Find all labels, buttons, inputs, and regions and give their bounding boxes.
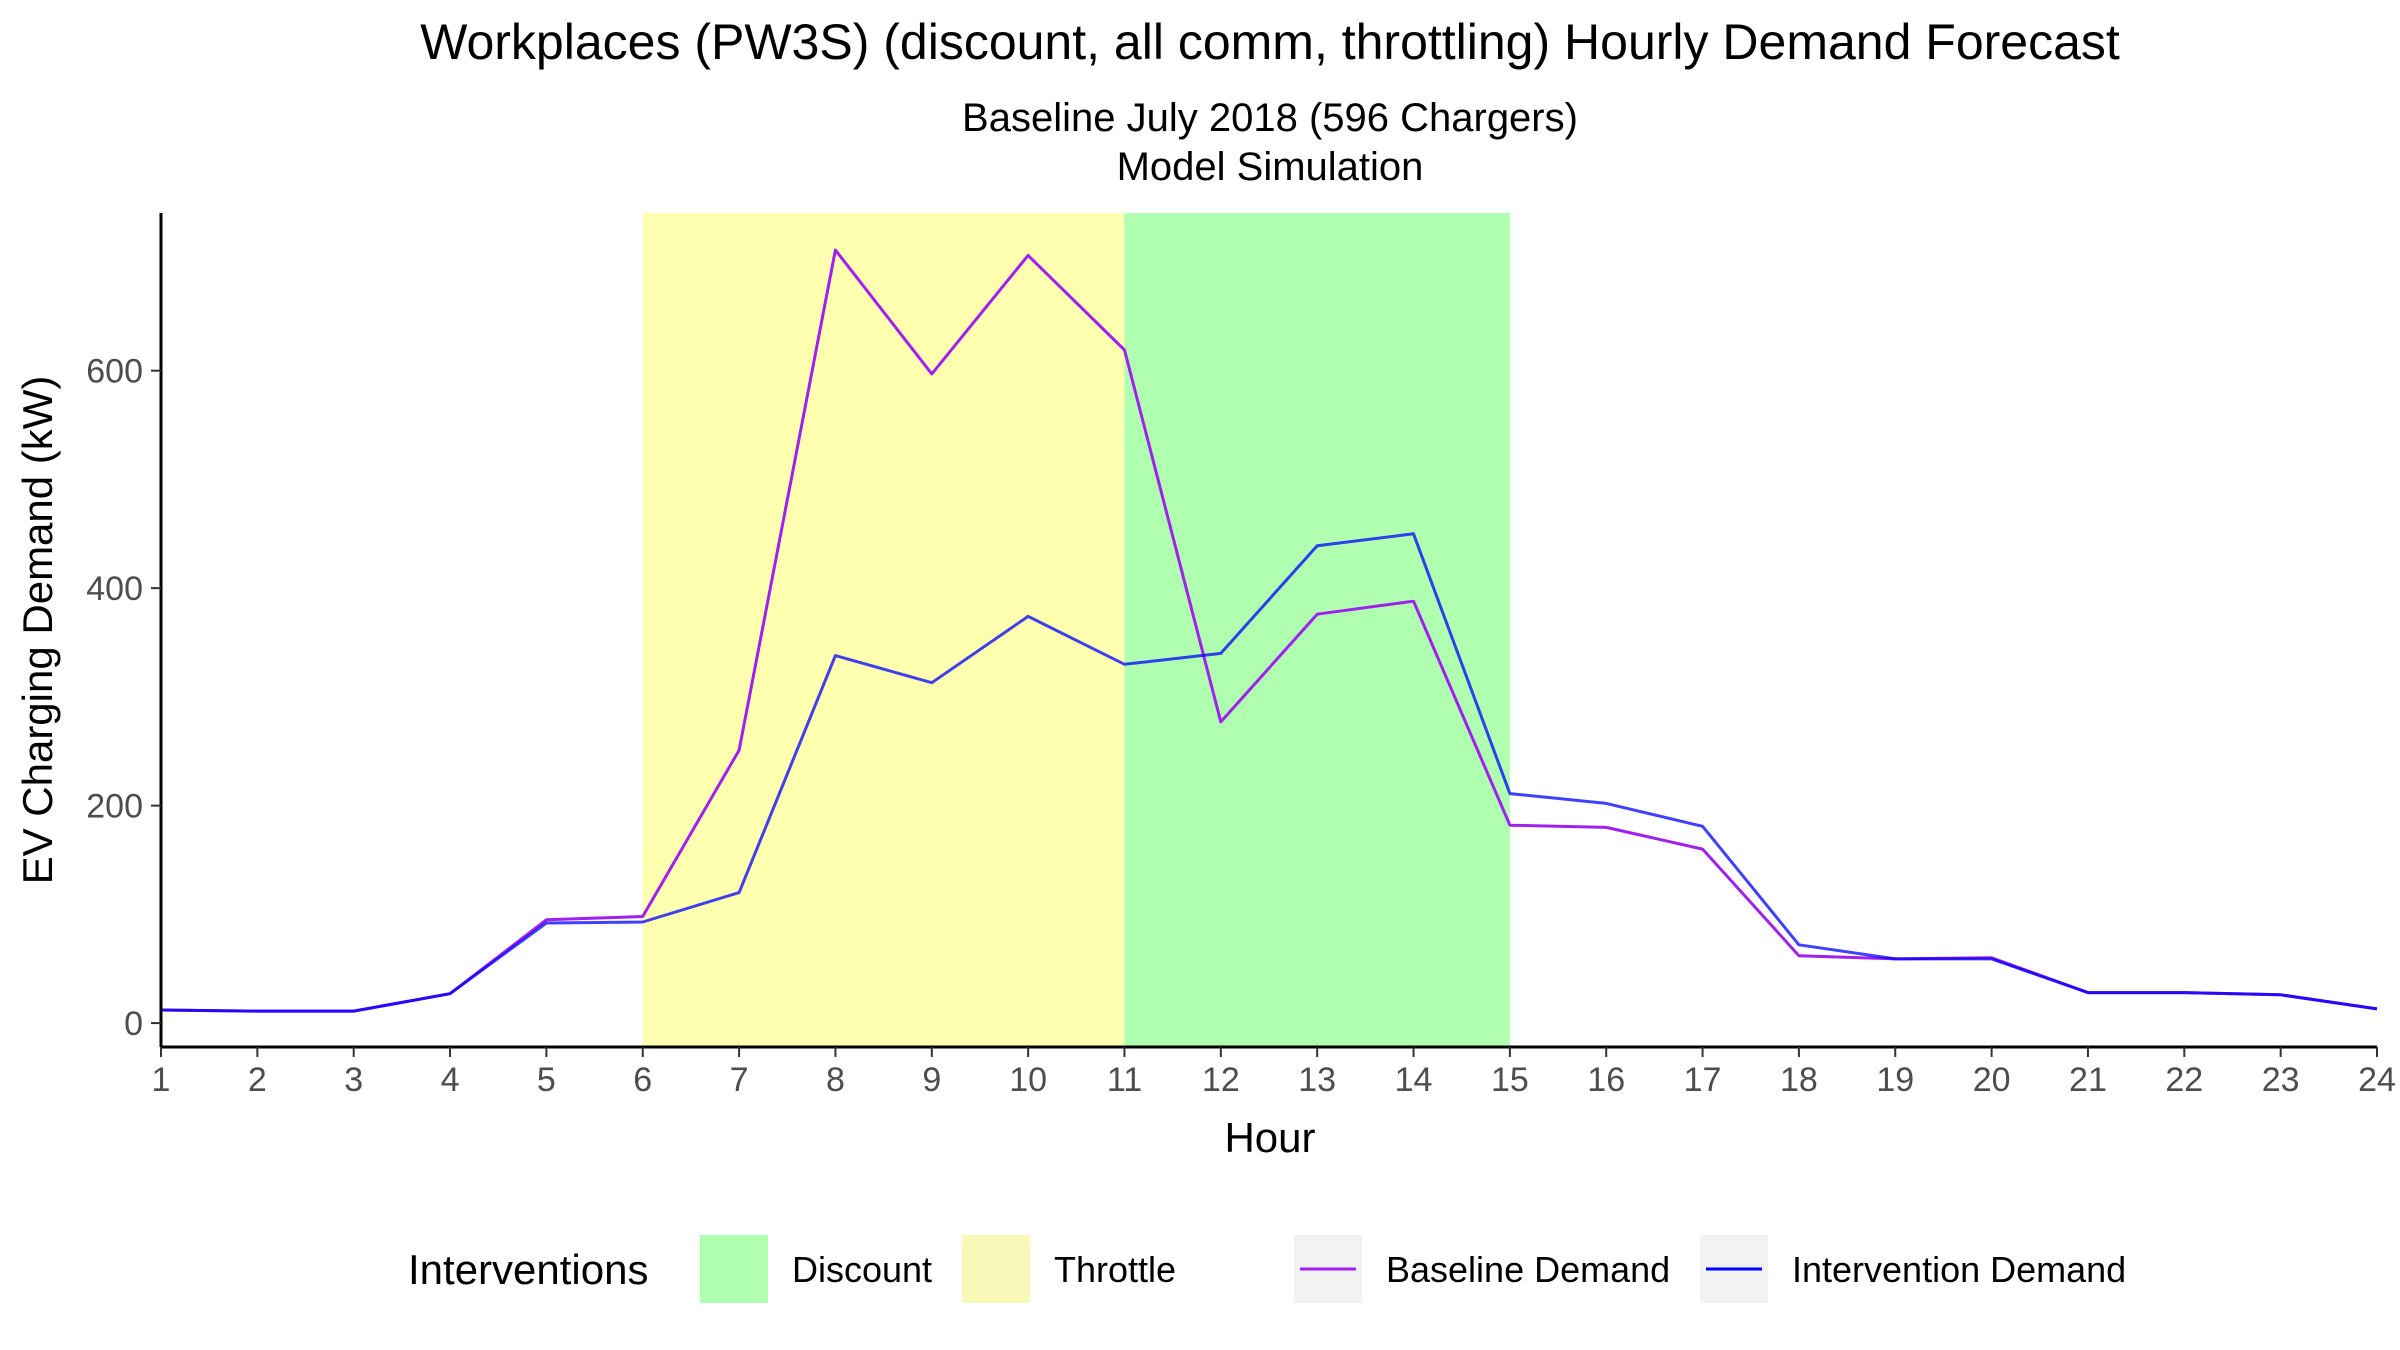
x-axis-label: Hour [1224,1114,1315,1161]
legend-label-intervention-demand: Intervention Demand [1792,1249,2126,1290]
y-tick-label: 600 [86,353,143,391]
x-tick-label: 14 [1395,1061,1433,1099]
x-tick-label: 20 [1973,1061,2011,1099]
legend-key-throttle [962,1235,1030,1303]
legend-label-baseline-demand: Baseline Demand [1386,1249,1670,1290]
x-tick-label: 3 [344,1061,363,1099]
legend: Interventions Discount Throttle Baseline De… [408,1235,2126,1303]
x-tick-label: 4 [441,1061,460,1099]
legend-title: Interventions [408,1246,648,1293]
x-axis-ticks: 1 2 3 4 5 6 7 8 9 10 11 12 13 14 15 16 17 18 19 20 21 22 23 24 [152,1047,2396,1099]
x-tick-label: 19 [1876,1061,1914,1099]
band-throttle [642,213,1125,1047]
x-tick-label: 13 [1298,1061,1336,1099]
x-tick-label: 6 [633,1061,652,1099]
x-tick-label: 24 [2358,1061,2396,1099]
x-tick-label: 2 [248,1061,267,1099]
x-tick-label: 1 [152,1061,171,1099]
x-tick-label: 7 [730,1061,749,1099]
x-tick-label: 22 [2165,1061,2203,1099]
legend-key-discount [700,1235,768,1303]
chart-subtitle-line1: Baseline July 2018 (596 Chargers) [962,96,1578,140]
band-discount [1124,213,1510,1047]
legend-label-discount: Discount [792,1249,932,1290]
x-tick-label: 17 [1684,1061,1722,1099]
chart-title: Workplaces (PW3S) (discount, all comm, t… [420,14,2120,70]
series-lines [160,248,2378,1013]
legend-label-throttle: Throttle [1054,1249,1176,1290]
x-tick-label: 8 [826,1061,845,1099]
series-line-intervention-demand [160,532,2378,1013]
intervention-bands [642,213,1510,1047]
x-tick-label: 15 [1491,1061,1529,1099]
chart-subtitle-line2: Model Simulation [1117,145,1424,189]
y-tick-label: 200 [86,788,143,826]
x-tick-label: 10 [1009,1061,1047,1099]
x-tick-label: 5 [537,1061,556,1099]
y-tick-label: 0 [124,1005,143,1043]
y-axis-label: EV Charging Demand (kW) [14,376,61,885]
x-tick-label: 11 [1107,1061,1142,1099]
x-tick-label: 16 [1587,1061,1625,1099]
y-axis-ticks: 0 200 400 600 [86,353,161,1043]
x-tick-label: 21 [2069,1061,2107,1099]
x-tick-label: 18 [1780,1061,1818,1099]
x-tick-label: 23 [2262,1061,2300,1099]
x-tick-label: 12 [1202,1061,1240,1099]
y-tick-label: 400 [86,570,143,608]
x-tick-label: 9 [922,1061,941,1099]
